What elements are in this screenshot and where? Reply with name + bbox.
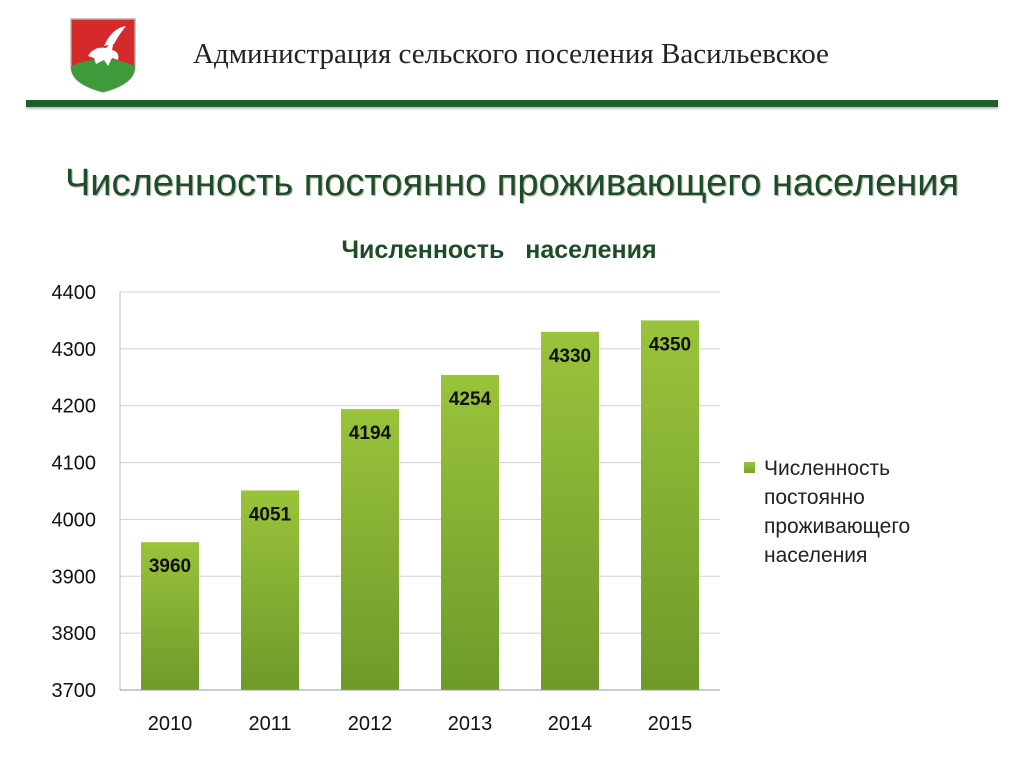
bar-value-label: 4051 bbox=[249, 504, 292, 525]
bar bbox=[641, 320, 699, 690]
axes: 3700 3800 3900 4000 4100 4200 4300 4400 2010 2011… bbox=[52, 282, 720, 735]
y-tick-label: 4100 bbox=[52, 453, 97, 475]
gridlines bbox=[120, 291, 720, 691]
bar bbox=[441, 375, 499, 690]
x-tick-label: 2014 bbox=[548, 713, 593, 735]
legend-label: Численность постоянно проживающего насел… bbox=[764, 457, 911, 567]
bar-value-label: 3960 bbox=[149, 556, 191, 577]
y-tick-label: 3700 bbox=[52, 680, 97, 702]
bar bbox=[141, 542, 199, 690]
data-labels: 3960 4051 4194 4254 4330 4350 bbox=[149, 334, 691, 577]
y-tick-label: 3900 bbox=[52, 566, 97, 588]
bars bbox=[141, 320, 699, 690]
legend-swatch bbox=[744, 462, 755, 473]
y-tick-label: 4000 bbox=[52, 509, 97, 531]
x-tick-label: 2010 bbox=[148, 713, 193, 735]
bar bbox=[241, 490, 299, 690]
y-tick-label: 4400 bbox=[52, 282, 97, 304]
x-tick-label: 2013 bbox=[448, 713, 493, 735]
coat-of-arms-icon bbox=[70, 18, 136, 93]
bar-value-label: 4194 bbox=[349, 423, 392, 444]
header-title: Администрация сельского поселения Василь… bbox=[193, 38, 829, 70]
x-tick-label: 2011 bbox=[248, 713, 291, 735]
y-tick-label: 4200 bbox=[52, 396, 97, 418]
bar bbox=[341, 409, 399, 690]
x-tick-label: 2012 bbox=[348, 713, 393, 735]
bar bbox=[541, 331, 599, 690]
slide-title: Численность постоянно проживающего насел… bbox=[64, 162, 960, 204]
y-tick-label: 4300 bbox=[52, 339, 97, 361]
chart-title: Численность населения bbox=[341, 236, 657, 264]
y-tick-label: 3800 bbox=[52, 623, 97, 645]
bar-value-label: 4254 bbox=[449, 389, 492, 410]
x-tick-label: 2015 bbox=[648, 713, 693, 735]
bar-value-label: 4330 bbox=[549, 346, 591, 367]
header-divider bbox=[26, 100, 998, 107]
bar-value-label: 4350 bbox=[649, 334, 691, 355]
